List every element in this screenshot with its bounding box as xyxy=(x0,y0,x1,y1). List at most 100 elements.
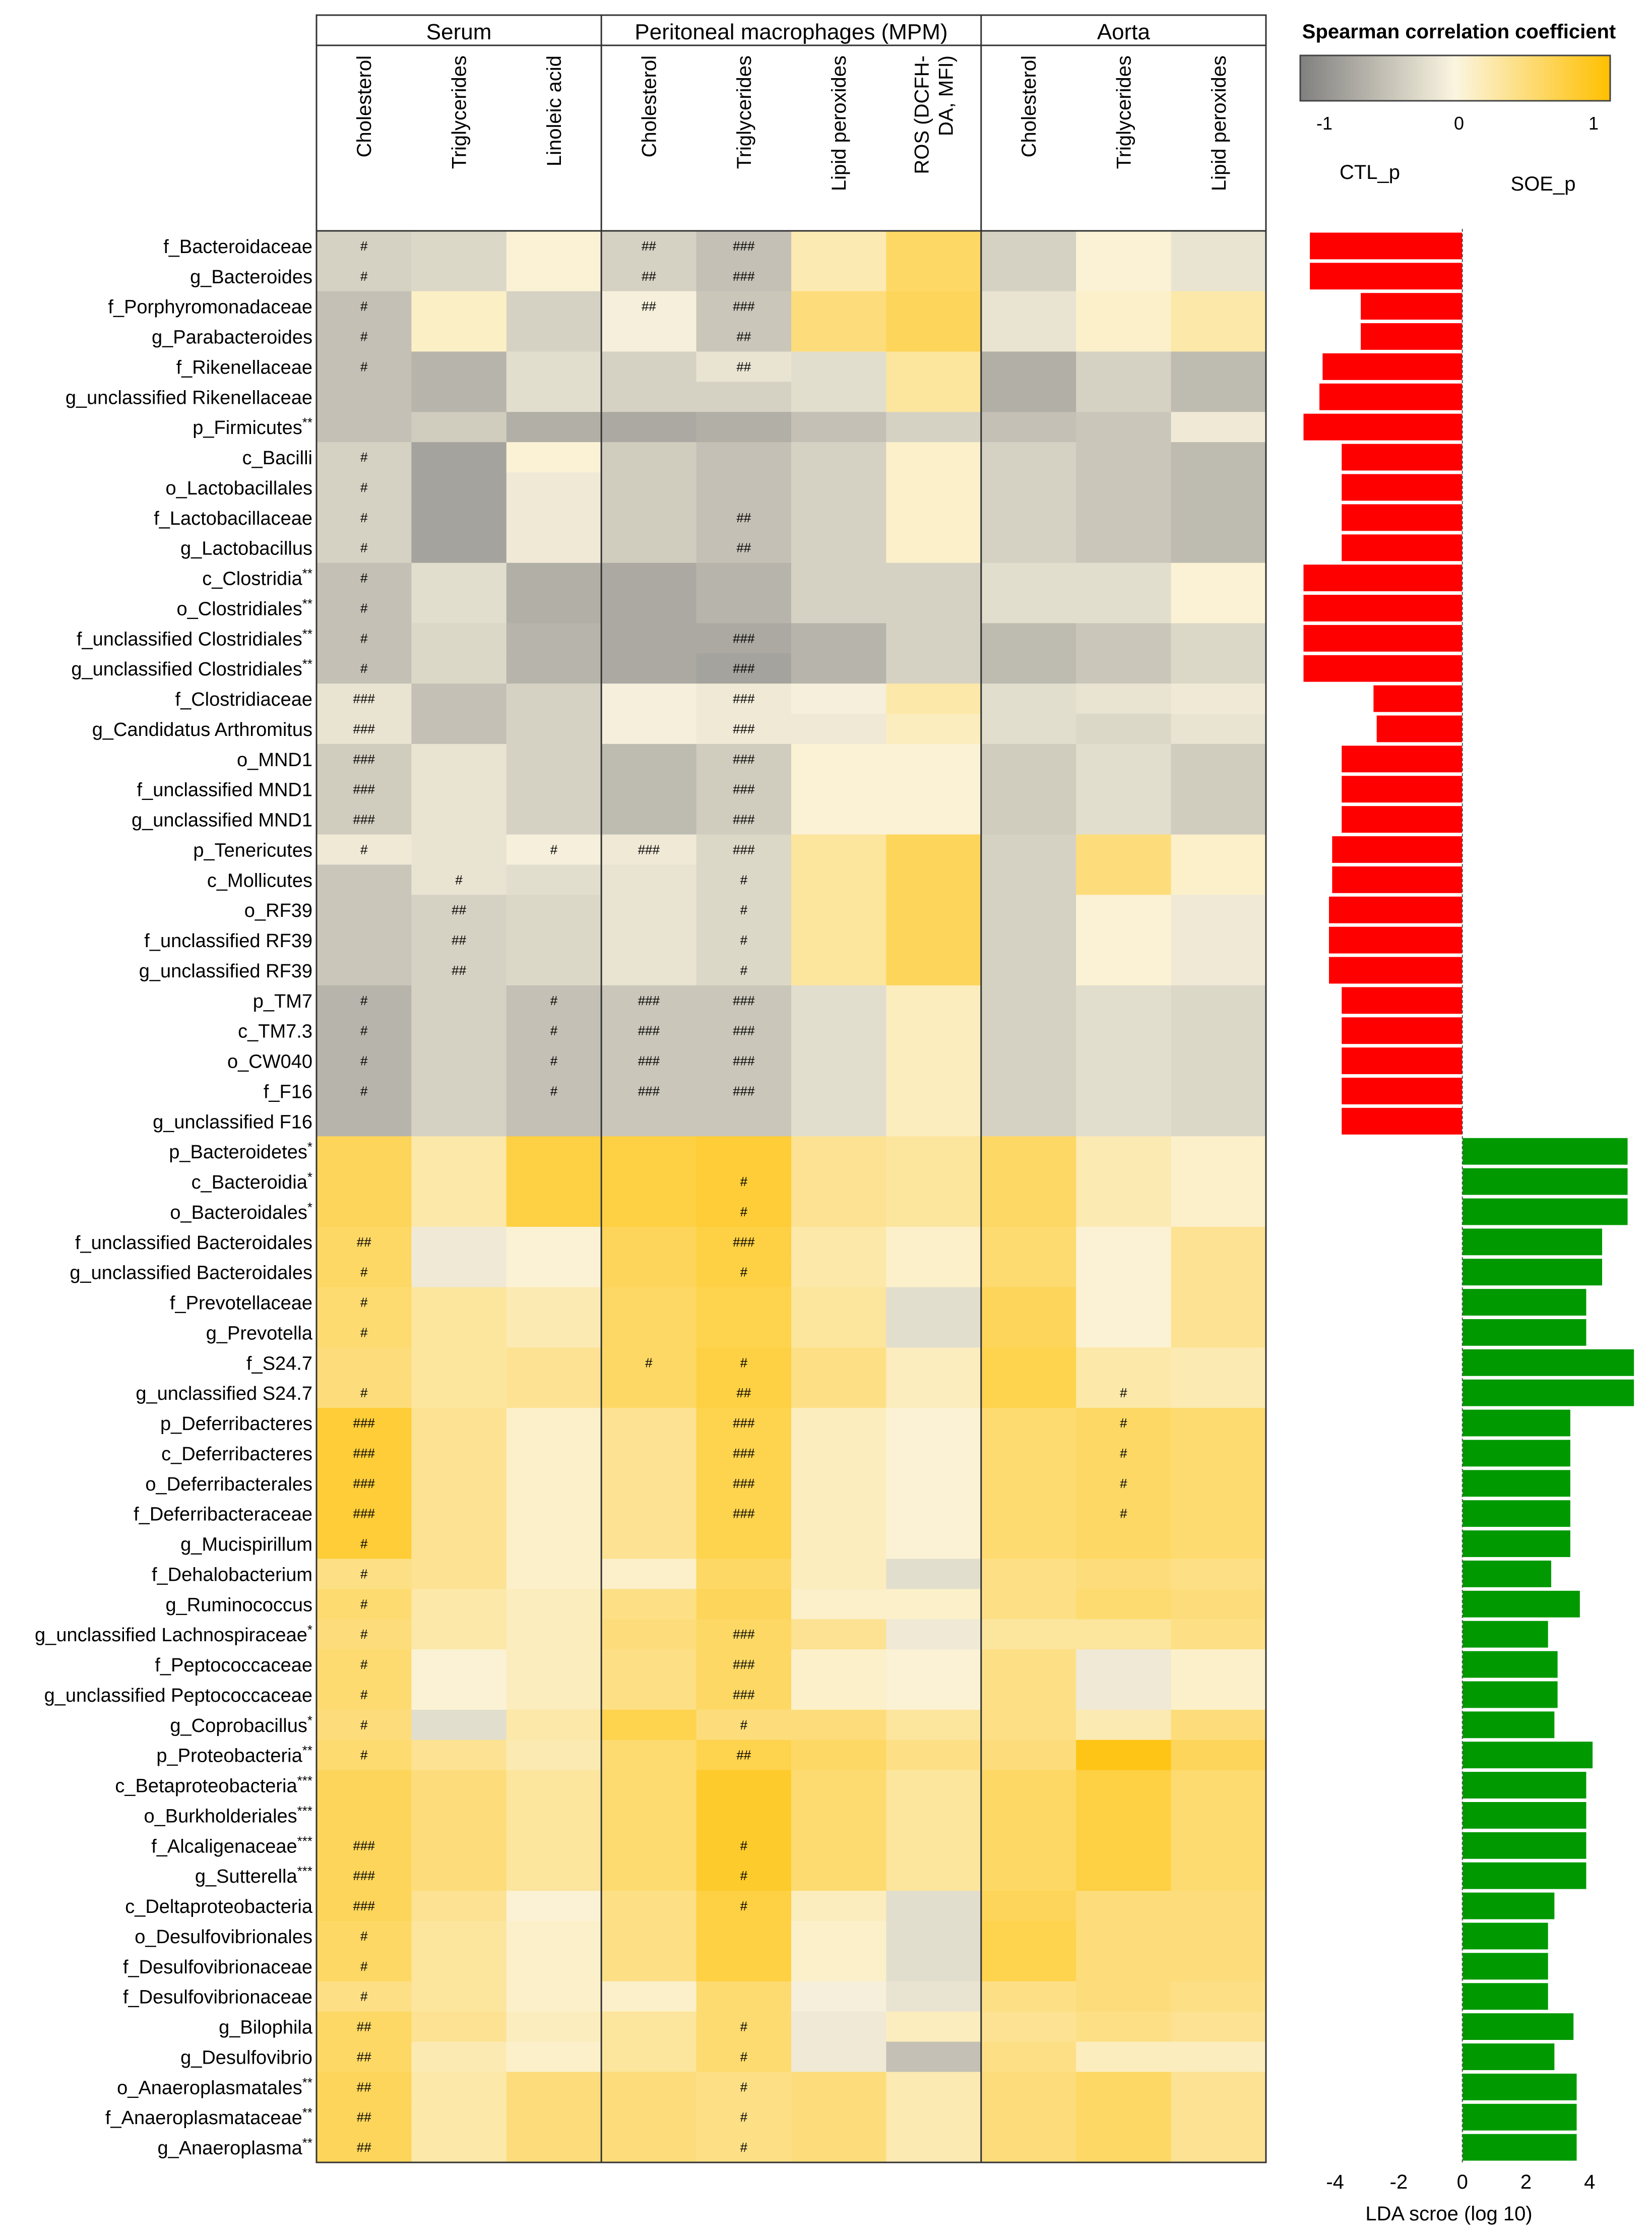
heatmap-cell xyxy=(886,804,982,835)
heatmap-cell xyxy=(601,653,697,684)
significance-mark: ### xyxy=(638,1053,660,1069)
heatmap-cell xyxy=(981,412,1076,443)
heatmap-cell xyxy=(981,321,1076,352)
significance-marks: # ## #### ## #### ## #### ### ##### ### ##### #### #… xyxy=(353,238,1128,2155)
heatmap-cell xyxy=(696,1317,792,1348)
heatmap-cell xyxy=(886,1226,982,1258)
heatmap-cell xyxy=(1076,895,1172,925)
row-label: g_unclassified Lachnospiraceae* xyxy=(35,1622,312,1646)
heatmap-cell xyxy=(1171,261,1266,292)
heatmap-cell xyxy=(1171,653,1266,684)
heatmap-cell xyxy=(696,684,792,714)
heatmap-cell xyxy=(411,1830,507,1861)
heatmap-cell xyxy=(1171,1800,1266,1831)
heatmap-cell xyxy=(791,442,886,473)
heatmap-cell xyxy=(506,291,602,322)
heatmap-cell xyxy=(506,1740,602,1771)
heatmap-cell xyxy=(1171,231,1266,262)
heatmap-cell xyxy=(886,955,982,986)
heatmap-cell xyxy=(506,1106,602,1137)
heatmap-cell xyxy=(791,1709,886,1741)
heatmap-cell xyxy=(791,1951,886,1982)
heatmap-cell xyxy=(791,2011,886,2042)
heatmap-cell xyxy=(1171,1830,1266,1861)
significance-mark: # xyxy=(360,1083,368,1098)
significance-mark: ### xyxy=(733,782,755,797)
heatmap-cell xyxy=(981,804,1076,835)
heatmap-cell xyxy=(411,563,507,594)
heatmap-cell xyxy=(316,623,412,654)
row-label: o_MND1 xyxy=(237,750,312,771)
heatmap-cell xyxy=(1171,1891,1266,1921)
heatmap-cell xyxy=(601,895,697,925)
heatmap-cell xyxy=(601,1709,697,1741)
heatmap-cell xyxy=(316,1106,412,1137)
row-label: g_Anaeroplasma** xyxy=(157,2135,312,2159)
heatmap-cell xyxy=(981,442,1076,473)
heatmap-cell xyxy=(316,1860,412,1891)
heatmap-cell xyxy=(791,532,886,564)
row-label: g_Parabacteroides xyxy=(152,327,312,348)
heatmap-cell xyxy=(791,684,886,714)
heatmap-cell xyxy=(981,2041,1076,2072)
heatmap-cell xyxy=(316,1800,412,1831)
heatmap-cell xyxy=(506,1498,602,1529)
significance-mark: # xyxy=(550,842,558,857)
row-label: g_unclassified Peptococcaceae xyxy=(44,1685,312,1706)
heatmap-cell xyxy=(316,2072,412,2102)
significance-mark: # xyxy=(360,1748,368,1763)
row-label: g_unclassified Clostridiales** xyxy=(71,656,312,680)
heatmap-cell xyxy=(696,1800,792,1831)
heatmap-cell xyxy=(506,1770,602,1801)
significance-mark: ### xyxy=(733,1023,755,1038)
heatmap-cell xyxy=(316,1226,412,1258)
significance-mark: # xyxy=(740,1868,748,1883)
heatmap-cell xyxy=(411,321,507,352)
heatmap-cell xyxy=(1076,502,1172,533)
heatmap-cell xyxy=(696,743,792,775)
heatmap-cell xyxy=(981,1770,1076,1801)
significance-mark: ## xyxy=(642,269,656,284)
heatmap-cell xyxy=(1076,472,1172,503)
heatmap-cell xyxy=(1171,291,1266,322)
row-label: p_Tenericutes xyxy=(193,840,312,861)
significance-mark: ## xyxy=(736,540,751,555)
heatmap-cell xyxy=(791,2132,886,2163)
heatmap-cell xyxy=(601,804,697,835)
row-label: g_unclassified Rikenellaceae xyxy=(66,387,312,408)
significance-mark: # xyxy=(360,1929,368,1944)
heatmap-cell xyxy=(791,1498,886,1529)
heatmap-cell xyxy=(411,1498,507,1529)
significance-mark: ### xyxy=(733,691,755,706)
significance-mark: # xyxy=(360,299,368,314)
significance-mark: # xyxy=(740,1204,748,1219)
heatmap-cell xyxy=(316,834,412,865)
lda-bar xyxy=(1462,1620,1549,1648)
heatmap-cell xyxy=(601,1921,697,1952)
heatmap-cell xyxy=(506,1559,602,1589)
heatmap-cell xyxy=(1076,1347,1172,1378)
heatmap-cell xyxy=(411,1981,507,2012)
heatmap-cell xyxy=(981,895,1076,925)
heatmap-cell xyxy=(316,231,412,262)
heatmap-cell xyxy=(506,2102,602,2133)
significance-mark: # xyxy=(360,661,368,676)
heatmap-cell xyxy=(981,1166,1076,1197)
heatmap-cell xyxy=(411,1680,507,1710)
heatmap-cell xyxy=(411,864,507,895)
significance-mark: # xyxy=(550,993,558,1008)
heatmap-cell xyxy=(981,1709,1076,1741)
heatmap-cell xyxy=(696,1468,792,1499)
row-label: o_Lactobacillales xyxy=(165,478,312,499)
heatmap-cell xyxy=(886,1287,982,1318)
heatmap-cell xyxy=(601,2132,697,2163)
heatmap-cell xyxy=(1171,1166,1266,1197)
heatmap-cell xyxy=(1171,1106,1266,1137)
heatmap-cell xyxy=(1171,2102,1266,2133)
heatmap-cell xyxy=(601,1740,697,1771)
heatmap-cell xyxy=(601,864,697,895)
heatmap-cell xyxy=(506,1589,602,1620)
heatmap-cell xyxy=(506,985,602,1016)
heatmap-cell xyxy=(1076,1045,1172,1077)
row-label: f_unclassified RF39 xyxy=(144,930,312,952)
